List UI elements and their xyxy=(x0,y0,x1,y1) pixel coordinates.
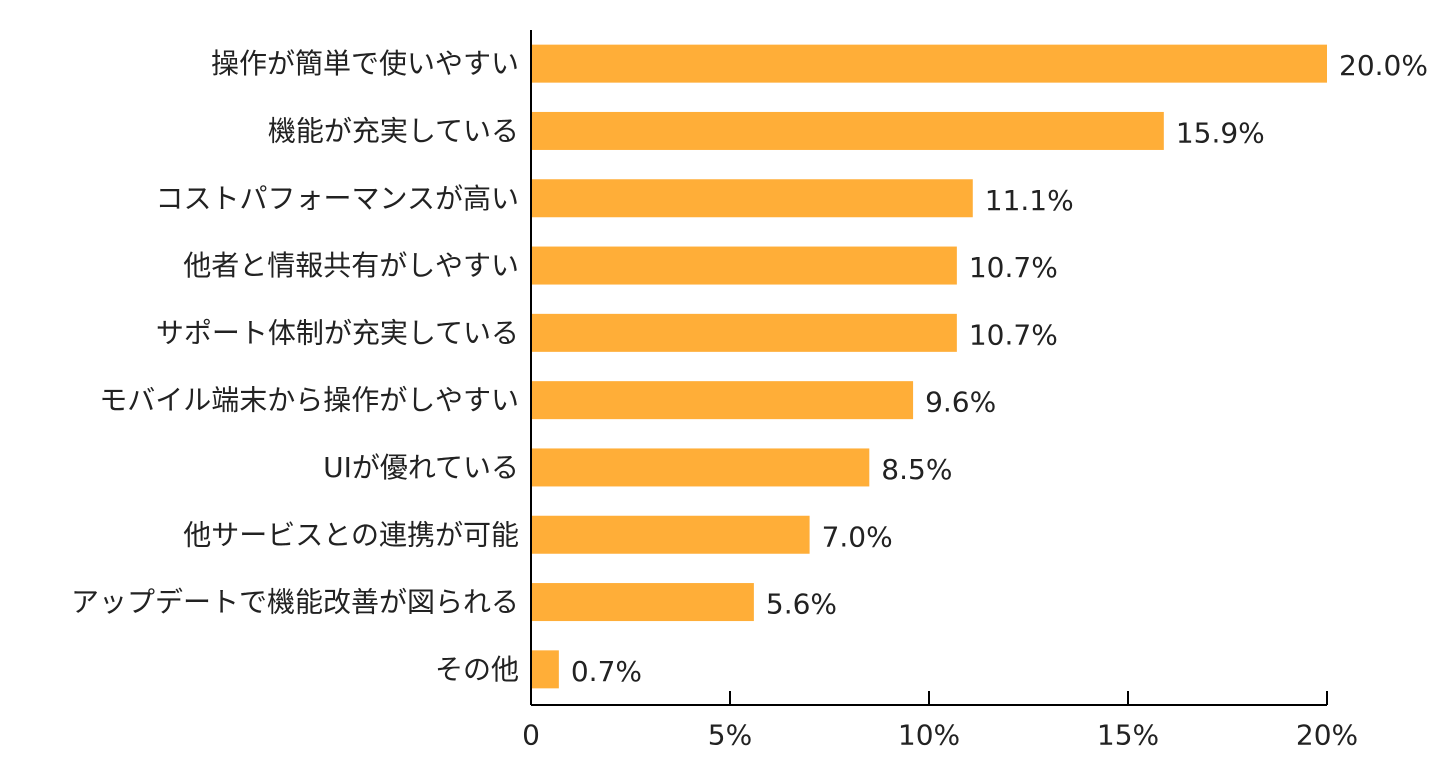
category-label: その他 xyxy=(435,653,519,686)
category-labels-group: 操作が簡単で使いやすい機能が充実しているコストパフォーマンスが高い他者と情報共有… xyxy=(71,47,519,686)
value-label: 10.7% xyxy=(969,251,1058,284)
bar xyxy=(531,179,973,218)
value-label: 0.7% xyxy=(571,655,642,688)
category-label: 他サービスとの連携が可能 xyxy=(183,518,519,551)
bar xyxy=(531,44,1327,83)
axes-group: 0 5% 10% 15% 20% xyxy=(522,30,1358,752)
value-label: 10.7% xyxy=(969,318,1058,351)
bar xyxy=(531,111,1164,150)
category-label: コストパフォーマンスが高い xyxy=(156,182,519,215)
bar xyxy=(531,650,559,689)
value-labels-group: 20.0% 15.9% 11.1% 10.7% 10.7% 9.6% 8.5% 7.0% 5.6… xyxy=(571,49,1428,688)
x-tick-label: 15% xyxy=(1097,719,1159,752)
value-label: 7.0% xyxy=(822,520,893,553)
x-tick-label: 5% xyxy=(708,719,752,752)
value-label: 20.0% xyxy=(1339,49,1428,82)
category-label: 操作が簡単で使いやすい xyxy=(211,47,519,80)
value-label: 9.6% xyxy=(925,386,996,419)
bars-group xyxy=(531,44,1327,689)
value-label: 5.6% xyxy=(766,588,837,621)
bar xyxy=(531,381,914,420)
bar xyxy=(531,448,870,487)
category-label: アップデートで機能改善が図られる xyxy=(71,586,519,619)
x-tick-label: 0 xyxy=(522,719,540,752)
value-label: 8.5% xyxy=(881,453,952,486)
category-label: 他者と情報共有がしやすい xyxy=(183,249,519,282)
x-tick-label: 10% xyxy=(898,719,960,752)
bar xyxy=(531,313,957,352)
value-label: 15.9% xyxy=(1176,116,1265,149)
value-label: 11.1% xyxy=(985,184,1074,217)
category-label: 機能が充実している xyxy=(268,114,519,147)
category-label: UIが優れている xyxy=(323,451,519,484)
category-label: モバイル端末から操作がしやすい xyxy=(99,384,519,417)
bar xyxy=(531,246,957,285)
bar xyxy=(531,583,754,622)
bar xyxy=(531,515,810,554)
category-label: サポート体制が充実している xyxy=(156,316,519,349)
x-tick-label: 20% xyxy=(1296,719,1358,752)
